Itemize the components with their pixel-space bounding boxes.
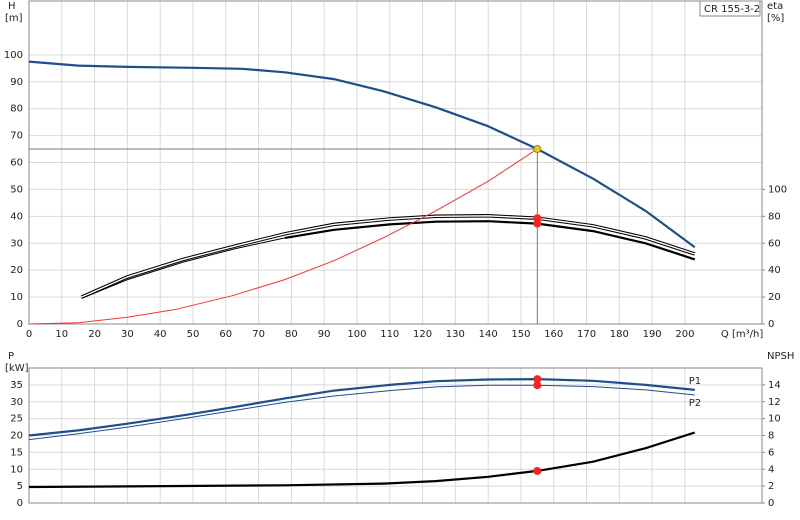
- y-tick-label: 50: [10, 184, 23, 195]
- x-tick-label: 80: [285, 329, 298, 340]
- series-line: [28, 384, 695, 441]
- x-tick-label: 120: [413, 329, 432, 340]
- x-tick-label: 20: [88, 329, 101, 340]
- operating-point: [533, 381, 542, 390]
- y2-tick-label: 0: [768, 498, 774, 509]
- x-axis-label: Q [m³/h]: [721, 329, 763, 340]
- y2-tick-label: 2: [768, 481, 774, 492]
- y-tick-label: 35: [10, 380, 23, 391]
- y2-axis-unit: [%]: [767, 13, 784, 24]
- series-label: P1: [689, 376, 701, 387]
- y-tick-label: 70: [10, 131, 23, 142]
- operating-point: [533, 219, 542, 228]
- x-tick-label: 90: [318, 329, 331, 340]
- y-axis-unit: [kW]: [5, 363, 29, 374]
- series-line-inner: [81, 215, 696, 298]
- x-tick-label: 170: [577, 329, 596, 340]
- series-line: [28, 60, 696, 249]
- x-tick-label: 130: [446, 329, 465, 340]
- series-line: [81, 237, 285, 299]
- operating-point: [533, 145, 542, 154]
- y-tick-label: 5: [17, 481, 23, 492]
- y-tick-label: 30: [10, 238, 23, 249]
- x-tick-label: 40: [154, 329, 167, 340]
- x-tick-label: 140: [479, 329, 498, 340]
- x-tick-label: 150: [511, 329, 530, 340]
- plot-frame: [28, 0, 763, 325]
- x-tick-label: 100: [347, 329, 366, 340]
- x-tick-label: 190: [643, 329, 662, 340]
- y-tick-label: 100: [4, 50, 23, 61]
- y-tick-label: 20: [10, 265, 23, 276]
- chart-title: CR 155-3-2: [704, 4, 760, 15]
- y-axis-label: H: [8, 1, 16, 12]
- y2-tick-label: 14: [768, 380, 781, 391]
- x-tick-label: 200: [675, 329, 694, 340]
- y2-tick-label: 60: [768, 238, 781, 249]
- y2-tick-label: 6: [768, 447, 774, 458]
- y2-tick-label: 80: [768, 211, 781, 222]
- y2-axis-label: NPSH: [767, 351, 794, 362]
- y2-tick-label: 0: [768, 319, 774, 330]
- y-tick-label: 20: [10, 431, 23, 442]
- series-line: [28, 148, 538, 325]
- x-tick-label: 50: [187, 329, 200, 340]
- series-line: [284, 220, 696, 261]
- series-line: [28, 378, 695, 437]
- y-tick-label: 30: [10, 397, 23, 408]
- y-tick-label: 40: [10, 211, 23, 222]
- y-tick-label: 25: [10, 414, 23, 425]
- y2-tick-label: 100: [768, 184, 787, 195]
- operating-point: [533, 466, 542, 475]
- y-axis-unit: [m]: [5, 13, 23, 24]
- x-tick-label: 10: [55, 329, 68, 340]
- x-tick-label: 160: [544, 329, 563, 340]
- y2-axis-label: eta: [767, 1, 783, 12]
- x-tick-label: 30: [121, 329, 134, 340]
- x-tick-label: 110: [380, 329, 399, 340]
- y-tick-label: 0: [17, 319, 23, 330]
- y-tick-label: 10: [10, 464, 23, 475]
- x-tick-label: 0: [26, 329, 32, 340]
- y-tick-label: 15: [10, 447, 23, 458]
- series-label: P2: [689, 398, 701, 409]
- y2-tick-label: 20: [768, 292, 781, 303]
- series-line: [28, 431, 696, 489]
- y-axis-label: P: [8, 351, 14, 362]
- x-tick-label: 70: [252, 329, 265, 340]
- x-tick-label: 180: [610, 329, 629, 340]
- y2-tick-label: 8: [768, 431, 774, 442]
- y-tick-label: 10: [10, 292, 23, 303]
- y2-tick-label: 4: [768, 464, 774, 475]
- y2-tick-label: 12: [768, 397, 781, 408]
- title-box: [699, 0, 761, 17]
- y-tick-label: 60: [10, 158, 23, 169]
- y-tick-label: 90: [10, 77, 23, 88]
- y-tick-label: 80: [10, 104, 23, 115]
- y2-tick-label: 40: [768, 265, 781, 276]
- y-tick-label: 0: [17, 498, 23, 509]
- x-tick-label: 60: [219, 329, 232, 340]
- y2-tick-label: 10: [768, 414, 781, 425]
